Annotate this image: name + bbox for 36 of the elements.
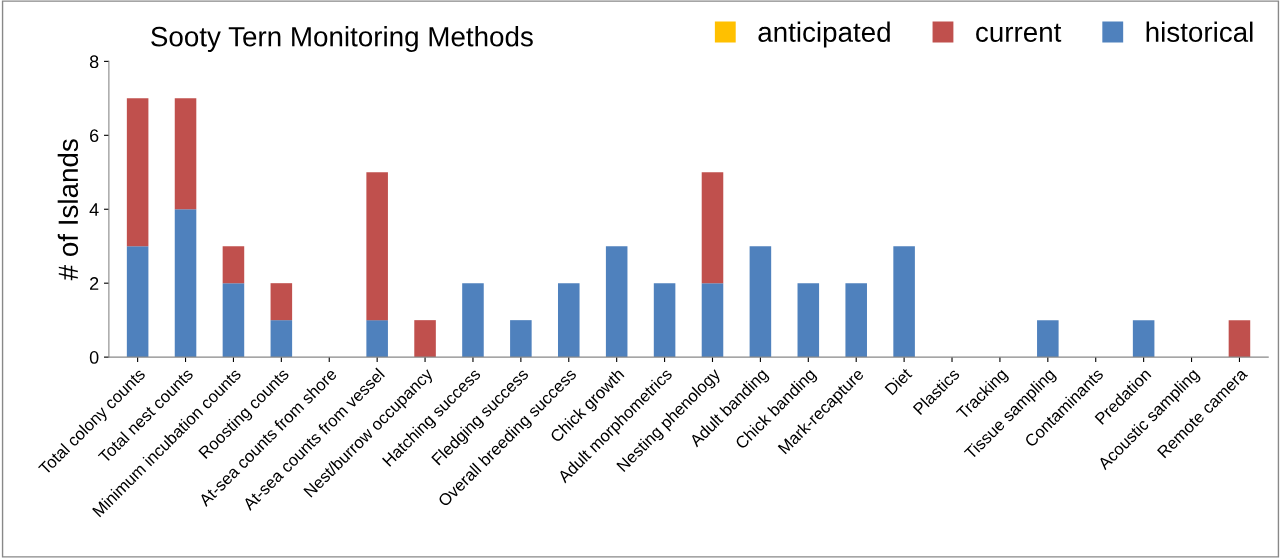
bar: [701, 172, 724, 284]
bar: [366, 320, 388, 358]
y-tick-label: 4: [89, 203, 99, 216]
y-tick-label: 6: [90, 129, 99, 143]
bar: [222, 246, 245, 284]
legend-label: anticipated: [758, 21, 890, 48]
bar: [270, 283, 293, 321]
bar: [270, 320, 293, 358]
bar: [174, 209, 197, 358]
x-tick-label: Diet: [884, 366, 913, 396]
y-tick-label: 0: [89, 351, 99, 364]
bar: [414, 320, 436, 358]
bar: [558, 283, 580, 358]
bar: [1228, 320, 1251, 358]
bar: [126, 246, 149, 358]
bar: [749, 246, 772, 358]
bar: [797, 283, 820, 358]
y-tick-label: 2: [90, 277, 99, 290]
bar: [1037, 320, 1059, 358]
bar: [893, 246, 915, 358]
bar: [701, 283, 724, 358]
bar: [174, 98, 197, 210]
legend-label: historical: [1146, 21, 1253, 42]
bar: [653, 283, 676, 358]
bar: [605, 246, 628, 358]
bar: [462, 283, 484, 358]
bar: [1132, 320, 1155, 358]
bar: [510, 320, 532, 358]
y-axis-title: # of Islands: [57, 139, 79, 281]
chart-title: Sooty Tern Monitoring Methods: [151, 26, 533, 53]
legend-label: current: [976, 23, 1062, 42]
bar: [845, 283, 867, 358]
bar: [126, 98, 149, 247]
bar: [222, 283, 245, 358]
bar: [366, 172, 388, 321]
y-tick-label: 8: [89, 55, 99, 69]
